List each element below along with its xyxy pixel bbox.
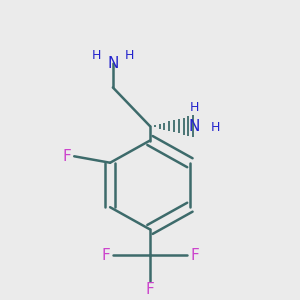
Text: F: F: [62, 149, 71, 164]
Text: H: H: [211, 121, 220, 134]
Text: N: N: [189, 119, 200, 134]
Text: H: H: [124, 50, 134, 62]
Text: H: H: [190, 101, 199, 114]
Text: F: F: [190, 248, 199, 263]
Text: F: F: [146, 283, 154, 298]
Text: F: F: [101, 248, 110, 263]
Text: H: H: [92, 50, 101, 62]
Text: N: N: [107, 56, 118, 70]
